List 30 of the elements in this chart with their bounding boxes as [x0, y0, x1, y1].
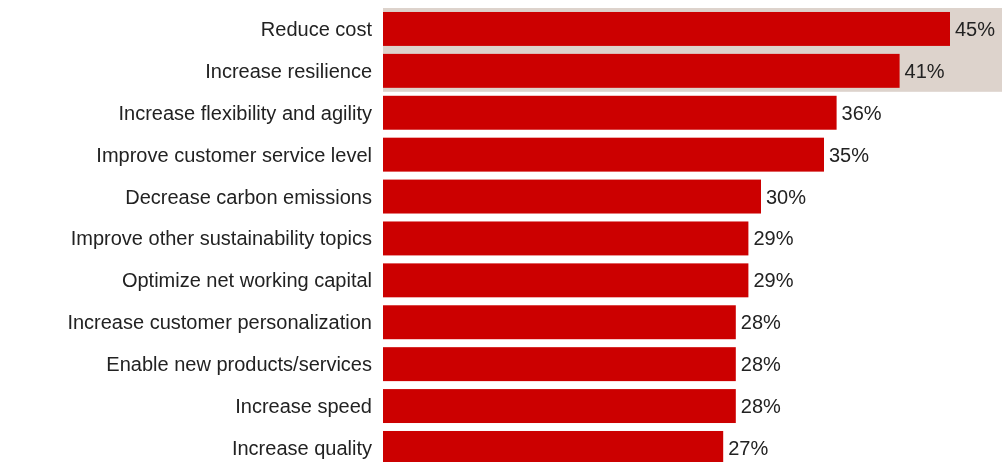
- y-tick-label: Increase flexibility and agility: [118, 101, 372, 124]
- bar: [383, 95, 837, 130]
- data-label: 36%: [841, 101, 882, 124]
- data-label: 30%: [766, 185, 807, 208]
- y-tick-label: Improve other sustainability topics: [70, 227, 372, 250]
- y-tick-label: Improve customer service level: [96, 143, 372, 166]
- data-label: 29%: [753, 227, 794, 250]
- bar: [383, 137, 824, 172]
- data-label: 29%: [753, 269, 794, 292]
- bar: [383, 347, 736, 382]
- data-label: 41%: [904, 59, 945, 82]
- data-label: 28%: [740, 311, 782, 334]
- y-tick-label: Reduce cost: [260, 17, 373, 40]
- bar: [383, 305, 736, 340]
- y-tick-label: Enable new products/services: [106, 353, 372, 376]
- y-tick-label: Decrease carbon emissions: [125, 185, 372, 208]
- bar: [383, 221, 749, 256]
- data-label: 45%: [955, 17, 996, 40]
- y-tick-label: Increase quality: [231, 436, 372, 459]
- data-label: 35%: [829, 143, 870, 166]
- y-tick-label: Optimize net working capital: [121, 269, 372, 292]
- bar: [383, 263, 749, 298]
- bar: [383, 389, 736, 424]
- y-tick-label: Increase speed: [235, 395, 372, 418]
- bar: [383, 179, 761, 214]
- data-label: 27%: [728, 436, 769, 459]
- y-tick-label: Increase customer personalization: [67, 311, 372, 334]
- data-label: 28%: [740, 395, 782, 418]
- y-tick-label: Increase resilience: [205, 59, 372, 82]
- data-label: 28%: [740, 353, 782, 376]
